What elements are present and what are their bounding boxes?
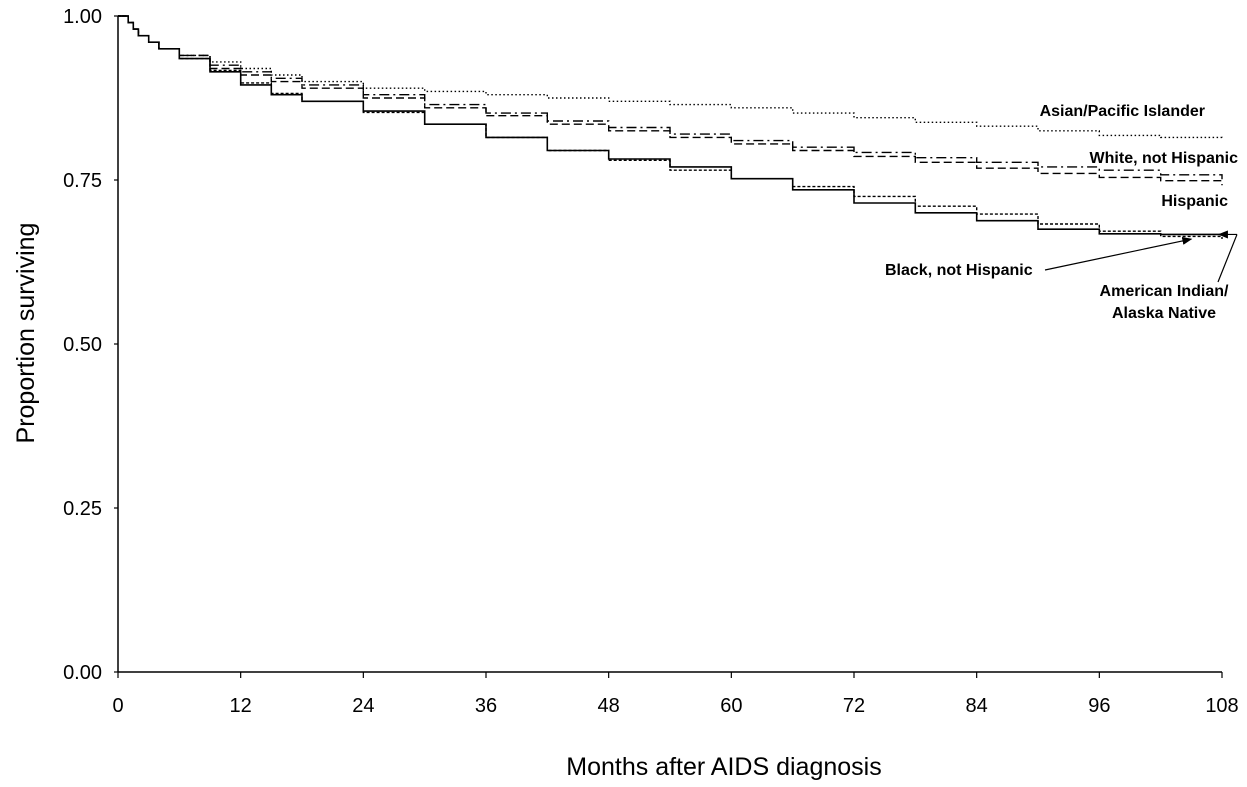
y-tick-label: 1.00 (63, 6, 102, 28)
x-tick-label: 60 (720, 695, 742, 717)
series-asian-pacific-islander (118, 15, 1223, 139)
series-white-not-hispanic (118, 15, 1223, 180)
x-tick-label: 24 (352, 695, 374, 717)
label-black-not-hispanic: Black, not Hispanic (885, 262, 1033, 279)
y-tick-label: 0.25 (63, 498, 102, 520)
x-tick-label: 0 (112, 695, 123, 717)
label-american-indian-line1: American Indian/ (1100, 283, 1229, 300)
x-tick-label: 84 (966, 695, 988, 717)
arrow-american-indian-a (1217, 234, 1238, 283)
x-tick-label: 96 (1088, 695, 1110, 717)
series-black-not-hispanic (118, 15, 1222, 236)
series-american-indian-alaska-native (118, 15, 1223, 239)
x-tick-label: 72 (843, 695, 865, 717)
x-tick-label: 108 (1205, 695, 1238, 717)
label-white-not-hispanic: White, not Hispanic (1090, 150, 1239, 167)
y-tick-label: 0.75 (63, 170, 102, 192)
y-tick-label: 0.00 (63, 662, 102, 684)
arrow-black-not-hispanic (1044, 236, 1193, 271)
label-asian-pacific-islander: Asian/Pacific Islander (1040, 103, 1205, 120)
series-group (118, 15, 1223, 239)
label-american-indian-line2: Alaska Native (1112, 305, 1216, 322)
label-hispanic: Hispanic (1161, 193, 1228, 210)
annotation-arrows (1044, 230, 1238, 283)
x-tick-label: 12 (230, 695, 252, 717)
x-axis-title: Months after AIDS diagnosis (566, 753, 881, 781)
y-axis-title: Proportion surviving (12, 223, 40, 444)
tick-group: 0 12 24 36 48 60 72 84 96 108 0.00 0.25 0.50 0.75 1.00 (63, 6, 1239, 717)
y-tick-label: 0.50 (63, 334, 102, 356)
x-tick-label: 48 (598, 695, 620, 717)
x-tick-label: 36 (475, 695, 497, 717)
